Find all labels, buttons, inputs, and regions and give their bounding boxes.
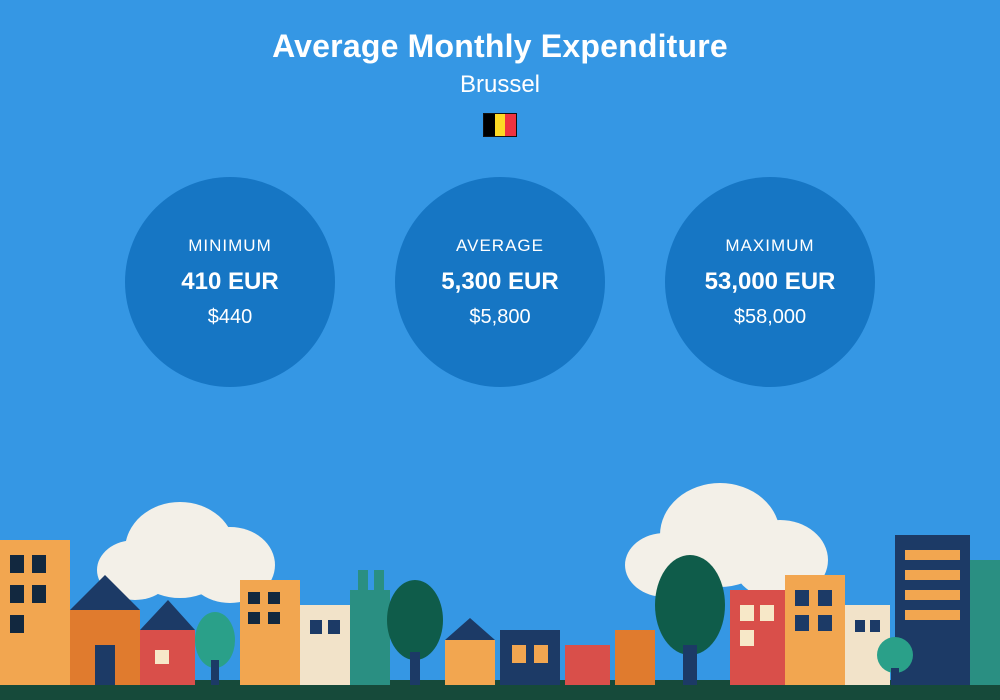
stat-label: MAXIMUM — [725, 236, 814, 256]
header: Average Monthly Expenditure Brussel — [0, 0, 1000, 137]
stat-secondary: $58,000 — [734, 306, 806, 329]
flag-stripe-1 — [484, 114, 495, 136]
stats-row: MINIMUM 410 EUR $440 AVERAGE 5,300 EUR $… — [0, 177, 1000, 387]
stat-label: MINIMUM — [188, 236, 271, 256]
stat-circle-average: AVERAGE 5,300 EUR $5,800 — [395, 177, 605, 387]
stat-circle-maximum: MAXIMUM 53,000 EUR $58,000 — [665, 177, 875, 387]
flag-stripe-2 — [495, 114, 506, 136]
stat-primary: 5,300 EUR — [441, 268, 558, 296]
stat-secondary: $5,800 — [469, 306, 530, 329]
stat-label: AVERAGE — [456, 236, 544, 256]
page-subtitle: Brussel — [0, 71, 1000, 99]
flag-stripe-3 — [505, 114, 516, 136]
stat-primary: 53,000 EUR — [705, 268, 836, 296]
infographic-canvas: Average Monthly Expenditure Brussel MINI… — [0, 0, 1000, 700]
flag-icon — [483, 113, 517, 137]
cityscape-illustration — [0, 480, 1000, 700]
stat-primary: 410 EUR — [181, 268, 278, 296]
page-title: Average Monthly Expenditure — [0, 28, 1000, 65]
stat-circle-minimum: MINIMUM 410 EUR $440 — [125, 177, 335, 387]
stat-secondary: $440 — [208, 306, 253, 329]
